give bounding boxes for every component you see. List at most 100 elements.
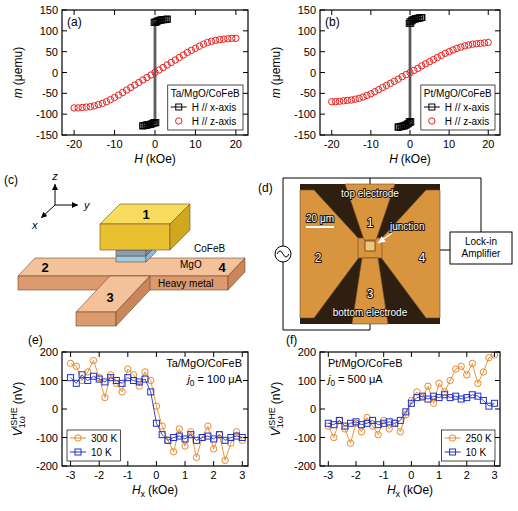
series-line [143, 19, 167, 126]
terminal-label: 1 [142, 207, 149, 222]
y-tick-label: 50 [46, 46, 58, 58]
x-tick-label: 0 [407, 138, 413, 150]
x-tick [235, 130, 236, 135]
data-point [165, 437, 171, 443]
cofeb-layer-front [116, 250, 146, 256]
data-point [360, 94, 366, 100]
data-point [336, 417, 342, 423]
scale-bar [306, 226, 334, 228]
x-tick [410, 130, 411, 135]
y-tick-label: 200 [40, 346, 58, 358]
lock-in-box [450, 232, 512, 264]
y-tick-right [495, 30, 500, 31]
data-point [399, 73, 405, 79]
x-tick-top [494, 352, 495, 357]
y-tick-label: -100 [294, 432, 316, 444]
legend: Pt/MgO/CoFeBH // x-axisH // z-axis [421, 85, 495, 130]
data-point [108, 375, 114, 381]
photo-label: bottom electrode [333, 307, 408, 318]
plot-data [329, 15, 492, 131]
data-point [491, 400, 497, 406]
wire [283, 178, 481, 179]
y-tick-right [243, 93, 248, 94]
legend: Ta/MgO/CoFeBH // x-axisH // z-axis [168, 85, 243, 130]
data-point [411, 67, 417, 73]
x-tick [370, 130, 371, 135]
legend-box [421, 85, 495, 130]
x-tick [439, 461, 440, 466]
axis-letter: y [83, 199, 91, 211]
data-point [171, 435, 177, 441]
panel-label: (f) [286, 333, 297, 347]
y-tick-right [243, 135, 248, 136]
terminal-label: 1 [367, 216, 374, 230]
data-point [464, 372, 470, 378]
terminal-label: 2 [315, 251, 322, 265]
lock-in-label-line: Amplifier [462, 248, 502, 259]
label-symbol: m [11, 88, 25, 98]
legend-line [424, 107, 440, 108]
terminal-label: 4 [419, 251, 426, 265]
y-tick-label: 150 [298, 4, 316, 16]
heavy-metal-arm-front [76, 312, 116, 326]
x-tick [356, 461, 357, 466]
x-tick-top [488, 10, 489, 15]
y-tick-right [495, 135, 500, 136]
x-tick-label: 0 [152, 138, 158, 150]
data-point [450, 47, 456, 53]
plot-data [71, 16, 239, 129]
data-point [347, 440, 353, 446]
x-tick [494, 461, 495, 466]
axis-arrow [41, 205, 55, 218]
panel-label: (b) [325, 15, 340, 29]
y-tick-right [243, 466, 248, 467]
x-tick [74, 130, 75, 135]
data-point [153, 120, 159, 126]
scale-bar-label: 20 μm [306, 213, 334, 224]
data-point [73, 380, 79, 386]
y-tick [320, 466, 325, 467]
plot-frame [62, 352, 248, 466]
terminal-label: 2 [41, 260, 48, 275]
top-electrode-side [170, 204, 190, 250]
axis-arrow [55, 205, 78, 206]
x-tick-label: 20 [482, 138, 494, 150]
label-superscript: ISHE [267, 407, 277, 428]
y-tick-right [243, 380, 248, 381]
data-point [96, 376, 102, 382]
y-tick [320, 51, 325, 52]
x-tick [114, 130, 115, 135]
data-point [73, 363, 79, 369]
data-point [372, 88, 378, 94]
data-point [205, 423, 211, 429]
data-point [356, 95, 362, 101]
lock-in-label-line: Lock-in [465, 236, 497, 247]
data-point [142, 369, 148, 375]
legend: 300 K10 K [67, 430, 120, 461]
data-point [408, 119, 414, 125]
label-unit: (μemu) [11, 47, 25, 85]
data-point [113, 378, 119, 384]
data-point [205, 433, 211, 439]
junction-pad [365, 241, 375, 251]
panel-label: (a) [67, 15, 82, 29]
legend: 250 K10 K [442, 430, 495, 461]
y-tick-right [495, 10, 500, 11]
label-symbol: H [387, 483, 396, 497]
x-tick-label: 3 [491, 469, 497, 481]
panel-label: (e) [28, 333, 43, 347]
x-tick-top [156, 352, 157, 357]
data-point [480, 397, 486, 403]
x-tick [411, 461, 412, 466]
data-point [136, 379, 142, 385]
legend-line [70, 452, 86, 453]
data-point [193, 454, 199, 460]
x-tick-label: 2 [211, 469, 217, 481]
y-tick [320, 72, 325, 73]
y-tick [320, 409, 325, 410]
data-point [438, 52, 444, 58]
data-point [170, 449, 176, 455]
x-tick-top [114, 10, 115, 15]
y-tick [320, 135, 325, 136]
data-point [176, 426, 182, 432]
